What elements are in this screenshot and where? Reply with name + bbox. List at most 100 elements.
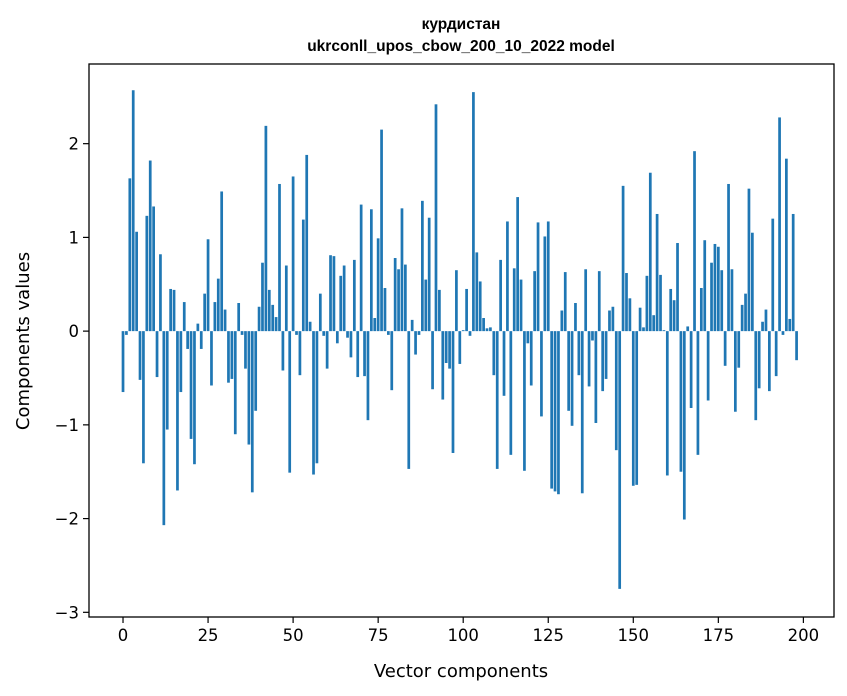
bar [148,160,152,332]
bar [614,331,618,451]
bar [751,232,754,332]
bar [342,265,346,332]
bar [363,331,366,377]
bar [230,331,234,379]
bar [475,252,479,332]
bar [727,183,730,332]
bar [529,331,533,386]
chart-subtitle: ukrconll_upos_cbow_200_10_2022 model [307,38,615,55]
bar [455,270,458,332]
bar [543,236,547,332]
bar [499,259,502,332]
bar [223,309,227,332]
bar [434,104,438,332]
bar [281,331,285,371]
bar [485,328,489,332]
bar [376,238,380,332]
bar [291,176,295,332]
bar [240,331,244,335]
bar [720,270,724,332]
bar [764,309,768,332]
bars [121,90,798,589]
bar [318,293,322,332]
bar [574,303,577,332]
bar [461,330,465,332]
bar [699,288,703,332]
bar [553,331,557,492]
y-tick-label: 2 [69,135,80,154]
bar [407,331,411,469]
bar [216,278,220,332]
bar [438,289,441,332]
bar [761,321,764,332]
bar [278,183,281,332]
x-axis-label: Vector components [374,661,548,682]
bar [788,318,792,332]
chart-title: курдистан [422,16,501,33]
bar [458,331,462,364]
bar [652,315,656,332]
bar [227,331,230,383]
bar [138,331,142,380]
plot-frame [88,63,835,618]
bar [550,331,554,489]
bar [142,331,145,464]
bar [186,331,190,349]
bar [781,331,785,335]
bar [621,185,625,332]
bar [128,178,132,332]
bar [706,331,710,401]
bar [261,262,264,332]
bar [159,254,162,332]
bar [540,331,543,417]
y-tick-label: −1 [55,416,79,435]
bar [325,331,329,369]
bar [169,288,172,332]
bar [121,331,125,393]
bar [577,331,581,376]
bar [482,318,485,332]
bar [312,331,315,475]
bar [662,330,666,332]
bar [478,281,482,332]
bar [495,331,499,469]
bar [689,331,693,408]
y-tick-label: −3 [55,603,79,622]
bar [519,279,523,332]
bar [526,331,530,344]
bar [625,273,628,332]
y-tick-label: −2 [55,510,79,529]
bar [567,331,571,411]
bar [267,289,271,332]
x-tick-label: 25 [198,626,219,645]
bar [676,243,679,332]
bar [489,327,492,332]
bar [284,265,288,332]
bar [716,246,720,332]
bar [771,218,775,332]
bar [254,331,258,411]
bar [570,331,574,426]
bar [635,331,639,485]
bar [693,151,696,332]
bar [135,231,138,332]
bar [659,274,662,332]
bar [747,188,751,332]
bar [244,331,247,369]
bar [648,172,652,332]
bar [686,326,690,332]
bar [696,331,700,455]
x-tick-label: 0 [118,626,129,645]
bar [580,331,584,494]
bar [444,331,448,363]
bar [414,331,417,355]
bar [359,204,363,332]
bar [387,331,390,335]
bar [618,331,622,589]
x-axis-ticks: 0 25 50 75 100 125 150 175 200 [118,617,819,645]
bar [608,310,611,332]
bar [305,154,309,332]
bar [665,331,669,476]
bar [176,331,179,491]
